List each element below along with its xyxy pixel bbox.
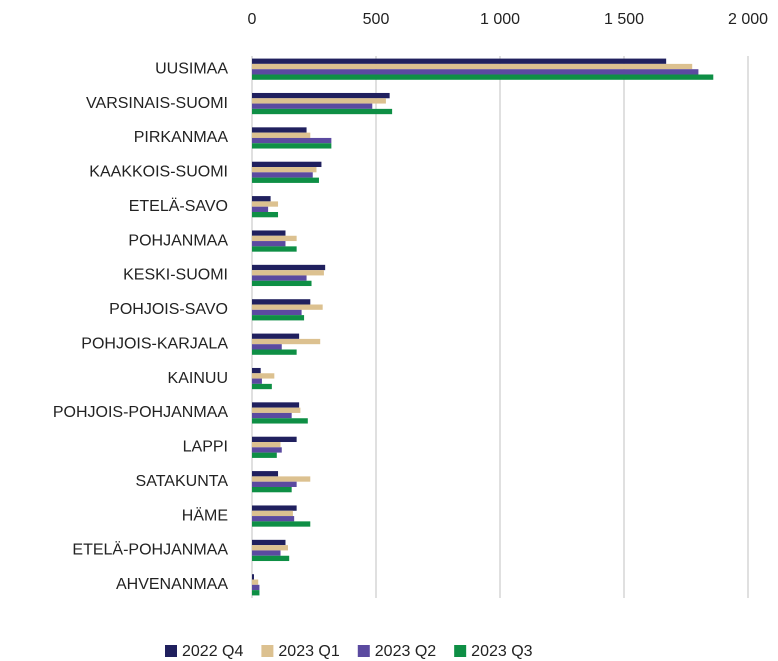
bar bbox=[252, 196, 271, 202]
bar bbox=[252, 69, 699, 75]
bar bbox=[252, 383, 272, 390]
bar bbox=[252, 177, 319, 183]
bar bbox=[252, 590, 260, 596]
bar bbox=[252, 98, 386, 104]
x-tick-label: 0 bbox=[248, 11, 257, 28]
bar bbox=[252, 539, 286, 546]
bar bbox=[252, 172, 313, 178]
bar bbox=[252, 516, 295, 522]
bar bbox=[252, 92, 390, 99]
bar bbox=[252, 452, 277, 458]
bar bbox=[252, 280, 312, 287]
bar bbox=[252, 574, 254, 580]
bar bbox=[252, 161, 322, 168]
bar bbox=[252, 206, 269, 212]
bar bbox=[252, 418, 308, 424]
bar bbox=[252, 349, 297, 355]
bar bbox=[252, 315, 305, 321]
y-tick-label: KAINUU bbox=[168, 370, 228, 387]
y-tick-label: POHJOIS-KARJALA bbox=[81, 335, 228, 352]
bar bbox=[252, 373, 275, 379]
bar bbox=[252, 270, 324, 276]
legend-swatch bbox=[454, 645, 467, 657]
bar bbox=[252, 584, 260, 591]
legend-label: 2023 Q3 bbox=[471, 643, 532, 660]
bar bbox=[252, 137, 332, 144]
y-tick-label: HÄME bbox=[182, 506, 228, 524]
y-tick-label: VARSINAIS-SUOMI bbox=[86, 95, 228, 112]
bar bbox=[252, 378, 262, 384]
bar bbox=[252, 344, 282, 350]
bar bbox=[252, 402, 300, 408]
y-tick-label: UUSIMAA bbox=[155, 60, 228, 77]
bar bbox=[252, 476, 311, 482]
bar bbox=[252, 555, 290, 562]
y-tick-label: ETELÄ-SAVO bbox=[129, 197, 228, 215]
legend-swatch bbox=[261, 645, 274, 657]
bar bbox=[252, 436, 297, 443]
bar bbox=[252, 143, 332, 149]
bar bbox=[252, 103, 373, 109]
x-tick-label: 1 000 bbox=[480, 11, 520, 28]
bar bbox=[252, 299, 311, 305]
bar bbox=[252, 442, 281, 448]
x-tick-label: 2 000 bbox=[728, 11, 768, 28]
bar bbox=[252, 486, 292, 493]
bar bbox=[252, 211, 279, 218]
bar bbox=[252, 407, 301, 413]
bar bbox=[252, 167, 317, 173]
bar bbox=[252, 304, 323, 310]
y-tick-label: KAAKKOIS-SUOMI bbox=[89, 164, 228, 181]
bar bbox=[252, 74, 714, 80]
bar bbox=[252, 505, 297, 511]
y-tick-label: ETELÄ-POHJANMAA bbox=[72, 541, 228, 559]
bar bbox=[252, 230, 286, 236]
bar bbox=[252, 471, 279, 477]
bar bbox=[252, 275, 307, 281]
legend-label: 2022 Q4 bbox=[182, 643, 243, 660]
y-tick-label: PIRKANMAA bbox=[134, 129, 229, 146]
legend-swatch bbox=[357, 645, 370, 657]
legend-label: 2023 Q1 bbox=[278, 643, 339, 660]
bar bbox=[252, 264, 326, 271]
y-tick-label: AHVENANMAA bbox=[116, 576, 228, 593]
bar bbox=[252, 246, 297, 252]
bar bbox=[252, 235, 297, 242]
bar bbox=[252, 447, 282, 453]
bar bbox=[252, 201, 279, 207]
bar bbox=[252, 579, 259, 585]
bar bbox=[252, 550, 281, 556]
y-tick-label: POHJOIS-POHJANMAA bbox=[53, 404, 228, 421]
bar bbox=[252, 241, 286, 247]
y-tick-label: SATAKUNTA bbox=[136, 473, 229, 490]
bar bbox=[252, 127, 307, 133]
y-tick-label: POHJOIS-SAVO bbox=[109, 301, 228, 318]
bar bbox=[252, 481, 297, 487]
y-tick-label: LAPPI bbox=[183, 439, 228, 456]
legend-label: 2023 Q2 bbox=[375, 643, 436, 660]
y-tick-label: KESKI-SUOMI bbox=[123, 267, 228, 284]
legend-swatch bbox=[165, 645, 177, 657]
x-tick-label: 1 500 bbox=[604, 11, 644, 28]
bar bbox=[252, 309, 302, 316]
bar bbox=[252, 132, 311, 138]
bar bbox=[252, 333, 300, 339]
bar bbox=[252, 338, 321, 345]
bar bbox=[252, 63, 693, 70]
bar bbox=[252, 367, 261, 374]
bar bbox=[252, 412, 292, 419]
x-tick-label: 500 bbox=[363, 11, 390, 28]
bar bbox=[252, 58, 667, 64]
y-tick-label: POHJANMAA bbox=[128, 232, 228, 249]
bar bbox=[252, 545, 288, 551]
bar bbox=[252, 521, 311, 527]
bar bbox=[252, 108, 393, 115]
bar bbox=[252, 510, 293, 517]
